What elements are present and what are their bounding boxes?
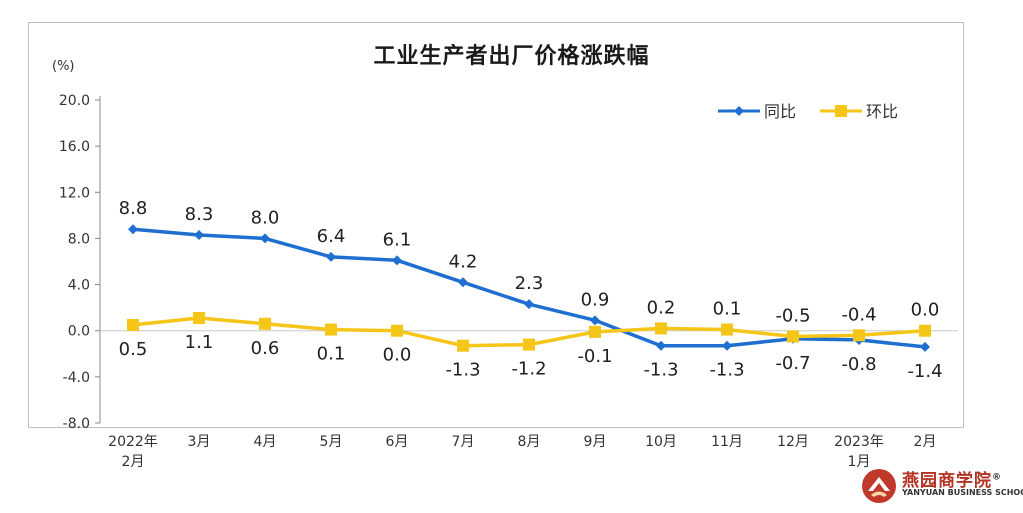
watermark-name-en: YANYUAN BUSINESS SCHOOL	[902, 488, 1023, 497]
y-tick-label: -8.0	[63, 416, 90, 432]
x-tick-label: 7月	[452, 434, 475, 450]
watermark-logo: 燕园商学院® YANYUAN BUSINESS SCHOOL	[858, 466, 1023, 506]
series-point-1	[391, 324, 403, 337]
legend-marker-yoy	[734, 106, 744, 116]
series-point-0	[722, 340, 732, 351]
series-point-1	[325, 323, 337, 336]
data-label-1: 0.0	[383, 345, 412, 366]
data-label-0: 4.2	[449, 251, 478, 272]
series-point-1	[787, 330, 799, 343]
x-tick-label: 2023年 1月	[834, 434, 884, 470]
chart-title: 工业生产者出厂价格涨跌幅	[373, 44, 650, 69]
axes-group: 20.0 16.0 12.0 8.0 4.0 0.0 -4.0 -8.0 2022年 2月 3月 4月…	[59, 93, 958, 470]
chart-frame	[28, 22, 964, 428]
series-point-0	[194, 229, 204, 240]
x-tick-label: 10月	[645, 434, 677, 450]
data-label-0: -1.4	[907, 361, 942, 382]
data-labels-group: 8.8 8.3 8.0 6.4 6.1 4.2 2.3 0.9 -1.3 -1.3 -0.7 -0.8…	[119, 198, 943, 382]
data-label-1: -0.5	[775, 305, 810, 326]
data-label-0: -1.3	[709, 360, 744, 381]
series-point-1	[457, 339, 469, 352]
x-tick-label: 12月	[777, 434, 809, 450]
data-label-1: 0.1	[317, 344, 346, 365]
data-label-0: -0.8	[841, 354, 876, 375]
series-point-0	[128, 224, 138, 235]
school-emblem-icon	[862, 469, 896, 503]
x-tick-label: 11月	[711, 434, 743, 450]
data-label-1: 0.5	[119, 339, 148, 360]
y-axis-unit: (%)	[52, 59, 75, 74]
data-label-0: -1.3	[643, 360, 678, 381]
x-tick-label: 8月	[518, 434, 541, 450]
series-point-1	[589, 325, 601, 338]
legend-label-mom: 环比	[866, 102, 898, 121]
data-label-0: 2.3	[515, 273, 544, 294]
series-point-0	[392, 255, 402, 266]
y-tick-label: 4.0	[68, 278, 90, 294]
series-point-0	[458, 277, 468, 288]
data-label-1: 0.0	[911, 300, 940, 321]
data-label-0: 8.0	[251, 207, 280, 228]
data-label-0: 0.9	[581, 289, 610, 310]
data-label-1: -0.1	[577, 346, 612, 367]
data-label-1: 0.6	[251, 338, 280, 359]
x-tick-label: 9月	[584, 434, 607, 450]
data-label-0: 8.8	[119, 198, 148, 219]
data-label-1: -1.2	[511, 359, 546, 380]
series-point-1	[655, 322, 667, 335]
legend-marker-mom	[835, 105, 847, 117]
data-label-0: 8.3	[185, 204, 214, 225]
data-label-0: -0.7	[775, 353, 810, 374]
data-label-1: -1.3	[445, 360, 480, 381]
x-tick-label: 2022年 2月	[108, 434, 158, 470]
series-point-1	[721, 323, 733, 336]
series-point-1	[919, 324, 931, 337]
x-tick-label: 3月	[188, 434, 211, 450]
legend: 同比 环比	[718, 102, 898, 121]
data-label-1: 1.1	[185, 332, 214, 353]
series-point-0	[326, 251, 336, 262]
x-tick-label: 2月	[914, 434, 937, 450]
series-group	[127, 224, 931, 352]
data-label-1: -0.4	[841, 304, 876, 325]
series-point-1	[193, 312, 205, 325]
series-point-0	[260, 233, 270, 244]
series-point-1	[127, 318, 139, 331]
y-tick-label: -4.0	[63, 370, 90, 386]
y-tick-label: 16.0	[59, 139, 90, 155]
series-point-0	[524, 299, 534, 310]
y-tick-label: 8.0	[68, 231, 90, 247]
data-label-1: 0.1	[713, 299, 742, 320]
y-tick-label: 12.0	[59, 185, 90, 201]
y-tick-label: 20.0	[59, 93, 90, 109]
legend-label-yoy: 同比	[764, 102, 796, 121]
series-point-1	[259, 317, 271, 330]
series-point-1	[853, 329, 865, 342]
series-point-0	[590, 315, 600, 326]
x-tick-label: 5月	[320, 434, 343, 450]
series-point-0	[656, 340, 666, 351]
data-label-1: 0.2	[647, 297, 676, 318]
series-point-0	[920, 341, 930, 352]
series-point-1	[523, 338, 535, 351]
x-tick-label: 4月	[254, 434, 277, 450]
data-label-0: 6.4	[317, 226, 346, 247]
data-label-0: 6.1	[383, 229, 412, 250]
y-tick-label: 0.0	[68, 324, 90, 340]
watermark-name-cn: 燕园商学院®	[902, 471, 1002, 491]
x-tick-label: 6月	[386, 434, 409, 450]
